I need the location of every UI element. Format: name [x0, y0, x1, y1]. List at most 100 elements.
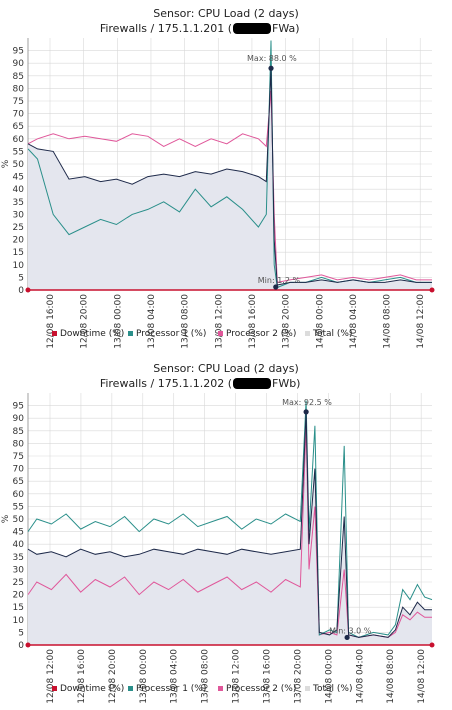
chart-title: Sensor: CPU Load (2 days): [153, 362, 299, 375]
legend-label: Downtime (%): [60, 684, 124, 694]
legend-label: Total (%): [312, 684, 352, 694]
series-area-total: [28, 68, 432, 290]
annotation-label: Max: 92.5 %: [282, 398, 332, 407]
x-tick-label: 13/08 04:00: [170, 649, 180, 704]
series-line-total: [27, 68, 432, 286]
x-tick-label: 13/08 00:00: [113, 294, 123, 349]
y-tick-label: 70: [13, 110, 25, 120]
y-tick-label: 75: [13, 452, 24, 462]
y-tick-label: 20: [13, 591, 25, 601]
annotation-marker: [303, 409, 309, 415]
series-area-total: [28, 411, 432, 645]
x-tick-label: 12/08 12:00: [46, 649, 56, 704]
legend-label: Processor 2 (%): [226, 684, 296, 694]
downtime-point: [25, 642, 31, 648]
y-tick-label: 55: [13, 502, 24, 512]
y-tick-label: 50: [13, 515, 25, 525]
y-tick-label: 10: [13, 616, 25, 626]
downtime-point: [25, 287, 31, 293]
y-tick-label: 85: [13, 72, 24, 82]
y-tick-label: 95: [13, 47, 24, 57]
legend-swatch: [218, 331, 223, 336]
legend-label: Total (%): [312, 329, 352, 339]
x-tick-label: 13/08 08:00: [181, 294, 191, 349]
y-tick-label: 30: [13, 210, 25, 220]
y-tick-label: 45: [13, 528, 24, 538]
y-tick-label: 90: [13, 59, 25, 69]
x-tick-label: 13/08 20:00: [282, 294, 292, 349]
x-tick-label: 14/08 04:00: [355, 649, 365, 704]
y-tick-label: 65: [13, 477, 24, 487]
y-tick-label: 50: [13, 160, 25, 170]
y-tick-label: 15: [13, 248, 24, 258]
y-tick-label: 0: [18, 286, 24, 296]
y-tick-label: 60: [13, 135, 25, 145]
x-tick-label: 14/08 00:00: [315, 294, 325, 349]
x-tick-label: 14/08 04:00: [349, 294, 359, 349]
y-axis-label: %: [1, 514, 11, 523]
x-tick-label: 13/08 00:00: [139, 649, 149, 704]
x-tick-label: 14/08 08:00: [386, 649, 396, 704]
y-axis-label: %: [1, 159, 11, 168]
y-tick-label: 65: [13, 122, 24, 132]
cpu-load-chart-fwb: Sensor: CPU Load (2 days) Firewalls / 175…: [0, 355, 452, 710]
annotation-label: Min: 1.2 %: [258, 276, 301, 285]
x-tick-label: 12/08 16:00: [77, 649, 87, 704]
legend-label: Processor 1 (%): [136, 684, 206, 694]
y-tick-label: 5: [18, 628, 24, 638]
x-tick-label: 13/08 12:00: [232, 649, 242, 704]
legend-label: Downtime (%): [60, 329, 124, 339]
chart-subtitle-left: Firewalls / 175.1.1.202 (: [100, 377, 232, 390]
legend-swatch: [128, 331, 133, 336]
x-tick-label: 13/08 20:00: [293, 649, 303, 704]
redaction-box: [233, 378, 271, 389]
chart-subtitle-right: FWb): [272, 377, 300, 390]
y-tick-label: 35: [13, 553, 24, 563]
legend-swatch: [128, 686, 133, 691]
legend-swatch: [305, 686, 310, 691]
annotation-label: Min: 3.0 %: [329, 626, 372, 635]
x-tick-label: 13/08 12:00: [214, 294, 224, 349]
legend-swatch: [218, 686, 223, 691]
legend-label: Processor 1 (%): [136, 329, 206, 339]
y-tick-label: 80: [13, 439, 25, 449]
y-tick-label: 40: [13, 185, 25, 195]
redaction-box: [233, 23, 271, 34]
annotation-marker: [344, 634, 350, 641]
chart-svg-fwb: Sensor: CPU Load (2 days) Firewalls / 175…: [1, 362, 435, 704]
x-tick-label: 13/08 08:00: [201, 649, 211, 704]
x-tick-label: 12/08 20:00: [108, 649, 118, 704]
series-line-total: [27, 411, 432, 638]
y-tick-label: 55: [13, 147, 24, 157]
x-tick-label: 14/08 00:00: [324, 649, 334, 704]
annotation-label: Max: 88.0 %: [247, 54, 297, 63]
legend-swatch: [52, 331, 57, 336]
x-tick-label: 14/08 12:00: [416, 294, 426, 349]
y-tick-label: 90: [13, 414, 25, 424]
x-tick-label: 13/08 04:00: [147, 294, 157, 349]
downtime-point: [429, 642, 435, 648]
x-tick-label: 12/08 20:00: [80, 294, 90, 349]
y-tick-label: 85: [13, 427, 24, 437]
x-tick-label: 13/08 16:00: [263, 649, 273, 704]
legend-swatch: [305, 331, 310, 336]
y-tick-label: 95: [13, 402, 24, 412]
downtime-point: [429, 287, 435, 293]
y-tick-label: 80: [13, 84, 25, 94]
y-tick-label: 60: [13, 490, 25, 500]
series-line-processor-1: [27, 400, 433, 638]
y-tick-label: 25: [13, 578, 24, 588]
annotation-marker: [268, 65, 274, 71]
x-tick-label: 12/08 16:00: [46, 294, 56, 349]
x-tick-label: 13/08 16:00: [248, 294, 258, 349]
y-tick-label: 10: [13, 261, 25, 271]
series-line-processor-2: [27, 90, 432, 284]
x-tick-label: 14/08 08:00: [383, 294, 393, 349]
y-tick-label: 40: [13, 540, 25, 550]
y-tick-label: 0: [18, 641, 24, 651]
cpu-load-chart-fwa: Sensor: CPU Load (2 days) Firewalls / 175…: [1, 7, 435, 349]
y-tick-label: 30: [13, 565, 25, 575]
chart-subtitle-left: Firewalls / 175.1.1.201 (: [100, 22, 232, 35]
y-tick-label: 70: [13, 465, 25, 475]
legend-swatch: [52, 686, 57, 691]
